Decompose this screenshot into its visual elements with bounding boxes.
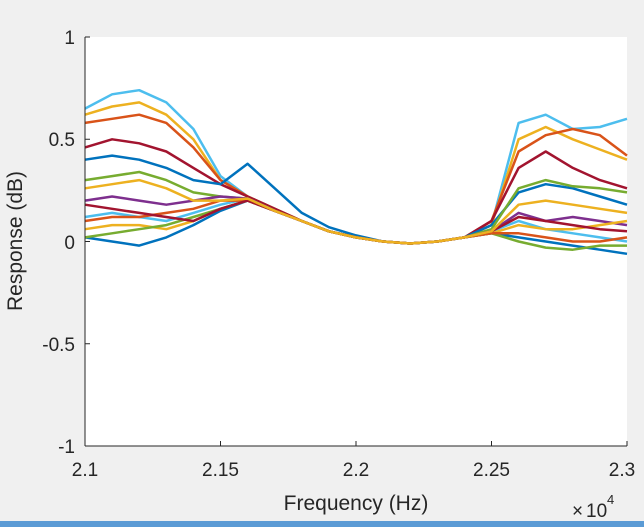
- x-axis-label: Frequency (Hz): [284, 492, 429, 515]
- y-tick-label: 1: [64, 28, 75, 49]
- plot-area: [85, 37, 627, 446]
- y-tick-label: -1: [58, 437, 75, 458]
- y-tick-label: 0.5: [49, 130, 75, 151]
- y-axis-label: Response (dB): [4, 171, 27, 311]
- x-tick-label: 2.1: [72, 460, 98, 481]
- y-tick-label: 0: [64, 233, 75, 254]
- x-scale-base: 10: [586, 501, 607, 522]
- series-line-5: [84, 154, 628, 245]
- window-bottom-accent-bar: [0, 521, 644, 527]
- series-line-14: [84, 178, 628, 245]
- x-tick-label: 2.2: [343, 460, 369, 481]
- x-tick-label: 2.25: [473, 460, 510, 481]
- x-tick-label: 2.15: [202, 460, 239, 481]
- x-tick-label: 2.3: [609, 460, 635, 481]
- x-scale-exponent: 4: [607, 492, 614, 507]
- series-layer: [84, 88, 628, 256]
- tick-layer: [84, 36, 628, 447]
- x-scale-times-sign: ×: [572, 501, 583, 522]
- y-tick-label: -0.5: [42, 335, 75, 356]
